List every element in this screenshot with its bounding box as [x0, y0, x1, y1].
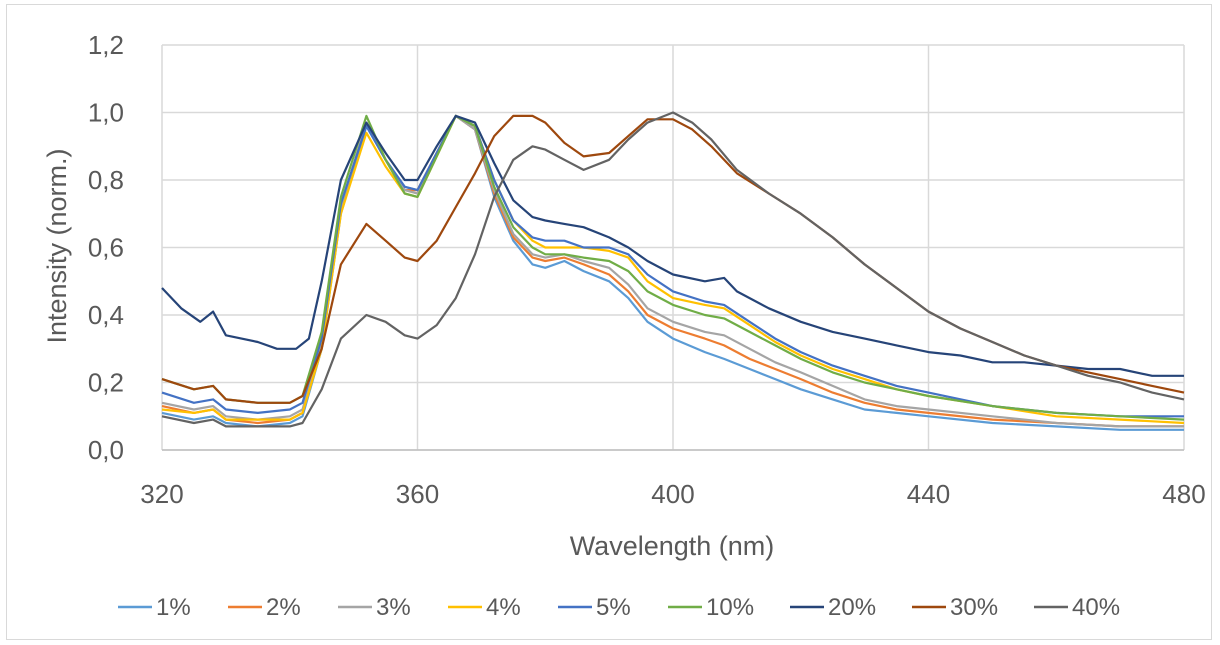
gridlines	[161, 44, 1185, 451]
series-lines	[161, 111, 1185, 431]
y-tick-label: 0,8	[88, 165, 124, 195]
y-tick-label: 0,6	[88, 233, 124, 263]
legend-item: 3%	[338, 594, 411, 621]
legend-label: 5%	[596, 594, 631, 621]
legend-item: 10%	[668, 594, 754, 621]
legend-label: 2%	[266, 594, 301, 621]
legend-label: 1%	[156, 594, 191, 621]
chart-frame	[6, 4, 1212, 640]
x-tick-label: 360	[396, 479, 439, 509]
legend: 1% 2% 3% 4% 5% 10% 20% 30% 40%	[118, 594, 1120, 621]
legend-item: 2%	[228, 594, 301, 621]
y-tick-labels: 0,0 0,2 0,4 0,6 0,8 1,0 1,2	[88, 30, 124, 465]
y-tick-label: 1,0	[88, 98, 124, 128]
y-tick-label: 0,0	[88, 435, 124, 465]
legend-item: 1%	[118, 594, 191, 621]
y-tick-label: 0,4	[88, 300, 124, 330]
legend-item: 20%	[790, 594, 876, 621]
legend-item: 5%	[558, 594, 631, 621]
x-tick-labels: 320 360 400 440 480	[140, 479, 1205, 509]
series-line-20pct	[161, 114, 1184, 377]
x-tick-label: 480	[1162, 479, 1205, 509]
series-line-10pct	[161, 114, 1185, 421]
legend-item: 4%	[448, 594, 521, 621]
legend-label: 4%	[486, 594, 521, 621]
y-tick-label: 1,2	[88, 30, 124, 60]
y-axis-title: Intensity (norm.)	[42, 148, 72, 343]
legend-label: 3%	[376, 594, 411, 621]
legend-item: 30%	[912, 594, 998, 621]
legend-label: 10%	[706, 594, 754, 621]
x-axis-title: Wavelength (nm)	[570, 531, 775, 561]
series-line-3pct	[161, 114, 1184, 428]
legend-label: 40%	[1072, 594, 1120, 621]
series-line-4pct	[161, 114, 1185, 425]
legend-item: 40%	[1034, 594, 1120, 621]
x-tick-label: 320	[140, 479, 183, 509]
x-tick-label: 400	[651, 479, 694, 509]
legend-label: 20%	[828, 594, 876, 621]
series-line-40pct	[161, 111, 1185, 428]
legend-label: 30%	[950, 594, 998, 621]
y-tick-label: 0,2	[88, 368, 124, 398]
x-tick-label: 440	[907, 479, 950, 509]
